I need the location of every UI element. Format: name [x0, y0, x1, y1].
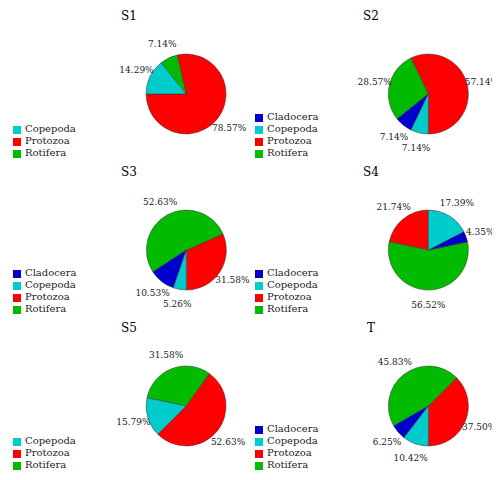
svg-text:21.74%: 21.74% — [376, 202, 411, 212]
html-text:Cladocera: Cladocera — [267, 423, 319, 434]
svg-text:45.83%: 45.83% — [378, 357, 413, 367]
html-text:Copepoda: Copepoda — [25, 435, 76, 446]
svg-text:6.25%: 6.25% — [373, 437, 402, 447]
svg-text:7.14%: 7.14% — [402, 143, 431, 153]
svg-text:10.53%: 10.53% — [135, 288, 170, 298]
svg-text:15.79%: 15.79% — [116, 417, 151, 427]
html-text:T: T — [367, 321, 375, 335]
html-text:S2: S2 — [363, 9, 379, 23]
html-text:Protozoa: Protozoa — [25, 291, 70, 302]
svg-text:10.42%: 10.42% — [394, 453, 429, 463]
html-text:Protozoa: Protozoa — [267, 447, 312, 458]
html-text:Protozoa: Protozoa — [25, 135, 70, 146]
html-text:Copepoda: Copepoda — [25, 123, 76, 134]
svg-text:78.57%: 78.57% — [212, 123, 247, 133]
html-text:Rotifera: Rotifera — [267, 147, 309, 158]
svg-text:37.50%: 37.50% — [462, 422, 492, 432]
svg-text:7.14%: 7.14% — [380, 132, 409, 142]
html-text:Rotifera: Rotifera — [25, 303, 67, 314]
svg-text:4.35%: 4.35% — [466, 227, 492, 237]
html-text:S4: S4 — [363, 165, 379, 179]
svg-text:52.63%: 52.63% — [211, 437, 246, 447]
html-text:Copepoda: Copepoda — [25, 279, 76, 290]
svg-text:14.29%: 14.29% — [119, 65, 154, 75]
svg-text:17.39%: 17.39% — [440, 198, 475, 208]
svg-text:31.58%: 31.58% — [215, 275, 250, 285]
html-text:Cladocera: Cladocera — [267, 111, 319, 122]
svg-text:5.26%: 5.26% — [163, 299, 192, 309]
html-text:Cladocera: Cladocera — [25, 267, 77, 278]
html-text:Rotifera: Rotifera — [25, 147, 67, 158]
svg-text:7.14%: 7.14% — [148, 39, 177, 49]
html-text:S5: S5 — [121, 321, 137, 335]
html-text:Rotifera: Rotifera — [267, 459, 309, 470]
html-text:Copepoda: Copepoda — [267, 123, 318, 134]
html-text:Copepoda: Copepoda — [267, 279, 318, 290]
svg-text:31.58%: 31.58% — [149, 350, 184, 360]
html-text:S3: S3 — [121, 165, 137, 179]
svg-text:57.14%: 57.14% — [465, 77, 492, 87]
html-text:S1: S1 — [121, 9, 137, 23]
html-text:Protozoa: Protozoa — [25, 447, 70, 458]
html-text:Rotifera: Rotifera — [267, 303, 309, 314]
html-text:Protozoa: Protozoa — [267, 291, 312, 302]
svg-text:28.57%: 28.57% — [358, 77, 393, 87]
html-text:Cladocera: Cladocera — [267, 267, 319, 278]
svg-text:52.63%: 52.63% — [143, 197, 178, 207]
svg-text:56.52%: 56.52% — [411, 300, 446, 310]
html-text:Rotifera: Rotifera — [25, 459, 67, 470]
html-text:Copepoda: Copepoda — [267, 435, 318, 446]
html-text:Protozoa: Protozoa — [267, 135, 312, 146]
